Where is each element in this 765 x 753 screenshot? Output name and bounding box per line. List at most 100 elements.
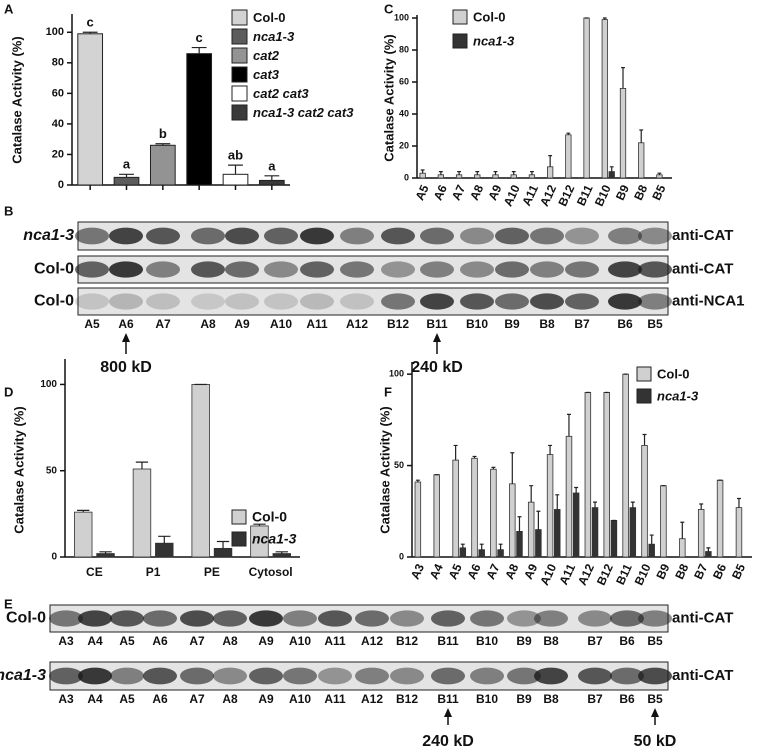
legend-label: Col-0	[657, 366, 690, 381]
lane-label: A7	[189, 692, 205, 706]
blot-band	[109, 261, 143, 278]
lane-label: A8	[222, 692, 238, 706]
error-bar	[548, 444, 553, 455]
error-bar	[135, 461, 149, 469]
bar	[509, 483, 516, 558]
lane-label: A5	[119, 692, 135, 706]
legend-label: nca1-3 cat2 cat3	[253, 105, 354, 120]
lane-label: B5	[647, 692, 663, 706]
blot-band	[565, 261, 599, 278]
bar	[716, 479, 724, 558]
bar	[601, 19, 608, 179]
lane-label: B8	[539, 317, 555, 331]
blot-band	[638, 610, 672, 627]
blot-band	[49, 667, 83, 685]
bar	[591, 507, 599, 558]
legend-swatch	[231, 28, 248, 45]
bar	[535, 529, 542, 558]
blot-band	[75, 293, 109, 310]
blot-band	[264, 293, 298, 310]
blot-band	[146, 261, 180, 278]
legend-swatch	[231, 104, 248, 121]
error-bar	[82, 31, 98, 34]
blot-band	[578, 667, 612, 685]
x-tick-label: P1	[146, 565, 161, 579]
x-tick-label: B10	[592, 182, 614, 208]
blot-band	[460, 261, 494, 278]
legend-swatch	[231, 66, 248, 83]
lane-label: A12	[361, 692, 383, 706]
x-tick-label: B12	[594, 561, 616, 587]
error-bar	[517, 516, 522, 532]
blot-band	[213, 610, 247, 627]
bar	[459, 547, 467, 558]
x-tick-label: Cytosol	[249, 565, 293, 579]
y-tick-label: 20	[52, 148, 64, 160]
blot-band	[507, 610, 541, 627]
blot-band	[420, 261, 454, 278]
bar	[547, 166, 554, 179]
error-bar	[536, 510, 541, 530]
blot-band	[608, 293, 642, 310]
x-tick-label: A5	[446, 561, 465, 581]
blot-band	[109, 227, 143, 245]
marker-arrowhead	[651, 708, 659, 717]
panel-label: A	[4, 1, 14, 16]
bar	[132, 468, 152, 558]
y-tick-label: 100	[46, 26, 64, 38]
blot-band	[420, 227, 454, 245]
blot-band	[578, 610, 612, 627]
lane-label: A12	[361, 634, 383, 648]
blot-band	[381, 293, 415, 310]
bar	[490, 468, 497, 558]
blot-band	[431, 667, 465, 685]
error-bar	[457, 171, 461, 175]
y-axis-label: Catalase Activity (%)	[9, 36, 24, 163]
lane-label: A9	[258, 692, 274, 706]
y-tick-label: 80	[52, 57, 64, 69]
x-tick-label: A6	[465, 561, 484, 581]
y-tick-label: 100	[394, 12, 409, 22]
y-tick-label: 40	[399, 108, 409, 118]
blot-band	[610, 667, 644, 685]
lane-label: B11	[437, 692, 459, 706]
x-tick-label: B9	[653, 561, 672, 581]
antibody-label: anti-CAT	[672, 227, 733, 244]
legend-label: Col-0	[253, 10, 286, 25]
blot-band	[143, 610, 177, 627]
bar	[471, 457, 478, 558]
blot-band	[213, 667, 247, 685]
error-bar	[253, 523, 266, 526]
row-label: nca1-3	[23, 227, 74, 244]
panel-label: C	[384, 1, 394, 16]
blot-band	[146, 293, 180, 310]
blot-band	[638, 261, 672, 278]
x-tick-label: A9	[521, 561, 540, 581]
antibody-label: anti-CAT	[672, 667, 733, 684]
y-axis-label: Catalase Activity (%)	[377, 406, 392, 533]
error-bar	[479, 543, 484, 550]
error-bar	[511, 171, 516, 175]
blot-band	[507, 667, 541, 685]
bar	[527, 501, 535, 558]
legend-label: nca1-3	[252, 531, 297, 547]
lane-label: A5	[119, 634, 135, 648]
x-tick-label: B11	[574, 182, 596, 208]
blot-band	[431, 610, 465, 627]
blot-band	[225, 261, 259, 278]
lane-label: B5	[647, 317, 663, 331]
blot-band	[565, 293, 599, 310]
lane-label: A6	[152, 634, 168, 648]
y-tick-label: 0	[404, 172, 409, 182]
antibody-label: anti-CAT	[672, 609, 733, 626]
error-bar	[99, 551, 112, 554]
blot-band	[495, 293, 529, 310]
y-tick-label: 0	[399, 551, 404, 561]
bar	[638, 142, 645, 179]
lane-label: A3	[58, 692, 74, 706]
significance-letter: c	[196, 30, 203, 45]
error-bar	[555, 494, 560, 510]
x-tick-label: A12	[537, 182, 559, 208]
lane-label: B7	[587, 634, 603, 648]
blot-band	[610, 610, 644, 627]
